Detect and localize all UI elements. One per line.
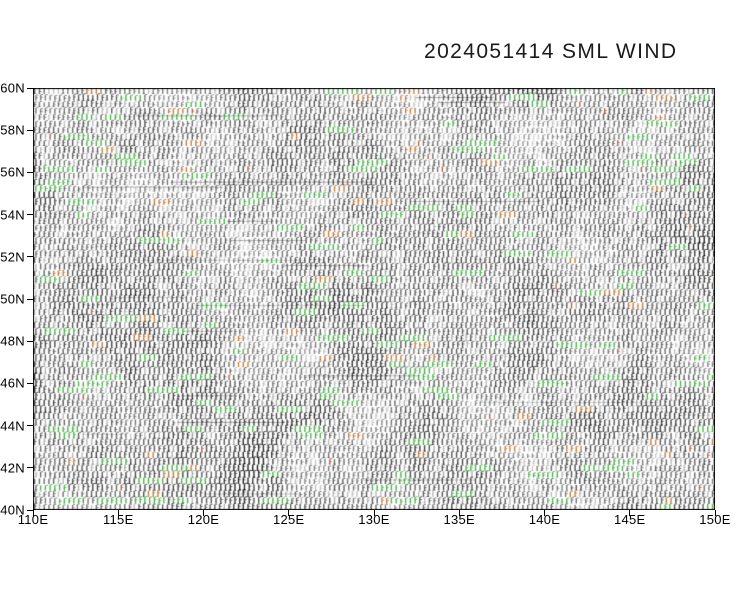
y-axis-tick-label: 42N [0, 460, 25, 476]
y-axis-tick-label: 60N [0, 80, 25, 96]
x-axis-tick-label: 115E [102, 512, 134, 527]
x-axis-tick-label: 145E [613, 512, 646, 527]
wind-barb-field-canvas [33, 88, 715, 510]
x-axis-tick [373, 510, 375, 516]
x-axis-tick [714, 510, 716, 516]
x-axis-tick-label: 150E [699, 512, 731, 527]
y-axis-tick-label: 48N [0, 333, 25, 349]
y-axis-tick-label: 46N [0, 375, 25, 391]
x-axis-tick [288, 510, 290, 516]
x-axis-tick [32, 510, 34, 516]
plot-title: 2024051414 SML WIND [424, 40, 678, 63]
x-axis-tick [117, 510, 119, 516]
y-axis-tick-label: 54N [0, 207, 25, 223]
x-axis-tick-label: 110E [17, 512, 49, 527]
y-axis-tick-label: 58N [0, 122, 25, 138]
x-axis-tick [458, 510, 460, 516]
x-axis-tick-label: 135E [443, 512, 476, 527]
x-axis-tick-label: 125E [272, 512, 305, 527]
y-axis-tick-label: 56N [0, 164, 25, 180]
plot-area [33, 88, 715, 510]
x-axis-tick-label: 140E [528, 512, 561, 527]
x-axis-tick [629, 510, 631, 516]
y-axis-tick-label: 52N [0, 249, 25, 265]
x-axis-tick [203, 510, 204, 516]
y-axis-tick-label: 44N [0, 418, 25, 434]
y-axis-tick-label: 50N [0, 291, 25, 307]
y-axis-tick-label: 40N [0, 502, 25, 518]
x-axis-tick [544, 510, 545, 516]
x-axis-tick-label: 130E [358, 512, 390, 527]
x-axis-tick-label: 120E [187, 512, 220, 527]
